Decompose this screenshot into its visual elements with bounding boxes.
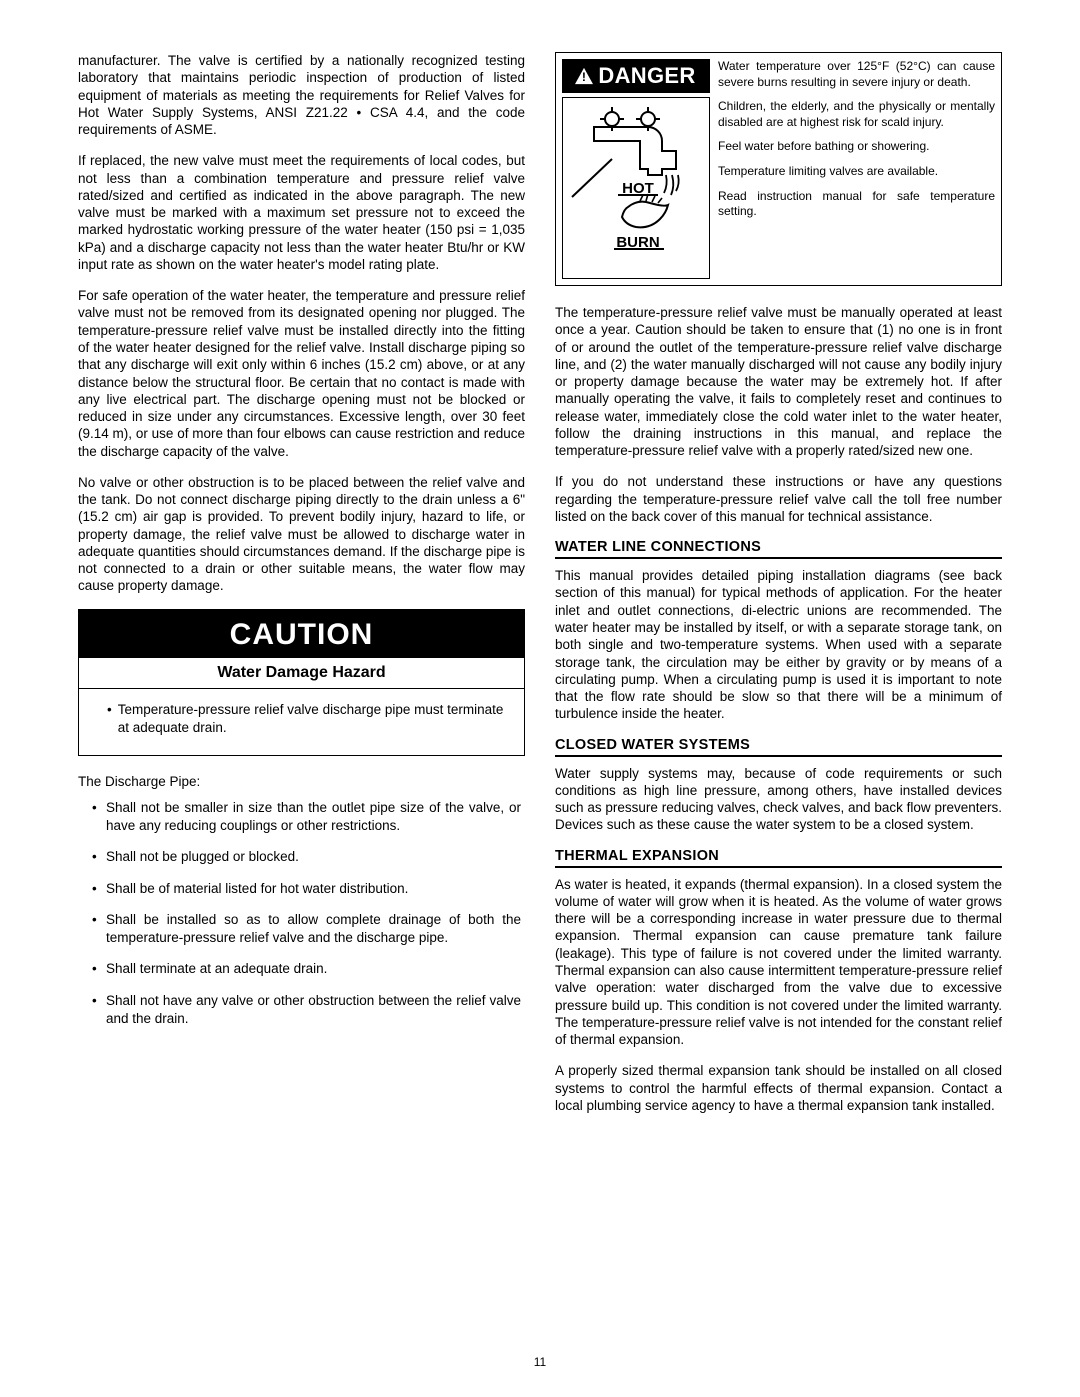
two-column-layout: manufacturer. The valve is certified by … bbox=[78, 52, 1002, 1128]
discharge-item: Shall not have any valve or other obstru… bbox=[106, 992, 521, 1027]
caution-body-text: Temperature-pressure relief valve discha… bbox=[118, 701, 506, 737]
svg-text:!: ! bbox=[582, 70, 586, 84]
heading-water-line: WATER LINE CONNECTIONS bbox=[555, 539, 1002, 559]
right-paragraph-6: A properly sized thermal expansion tank … bbox=[555, 1062, 1002, 1114]
discharge-list: Shall not be smaller in size than the ou… bbox=[78, 799, 525, 1027]
faucet-burn-icon: HOT BURN bbox=[566, 99, 706, 277]
left-paragraph-3: For safe operation of the water heater, … bbox=[78, 287, 525, 460]
danger-p2: Children, the elderly, and the physicall… bbox=[718, 99, 995, 130]
right-column: ! DANGER bbox=[555, 52, 1002, 1128]
right-paragraph-1: The temperature-pressure relief valve mu… bbox=[555, 304, 1002, 459]
discharge-item: Shall be of material listed for hot wate… bbox=[106, 880, 521, 898]
heading-closed-water: CLOSED WATER SYSTEMS bbox=[555, 737, 1002, 757]
danger-p5: Read instruction manual for safe tempera… bbox=[718, 189, 995, 220]
right-paragraph-4: Water supply systems may, because of cod… bbox=[555, 765, 1002, 834]
left-paragraph-2: If replaced, the new valve must meet the… bbox=[78, 152, 525, 273]
right-paragraph-2: If you do not understand these instructi… bbox=[555, 473, 1002, 525]
heading-thermal-expansion: THERMAL EXPANSION bbox=[555, 848, 1002, 868]
caution-body: • Temperature-pressure relief valve disc… bbox=[79, 689, 524, 755]
danger-p1: Water temperature over 125°F (52°C) can … bbox=[718, 59, 995, 90]
discharge-intro: The Discharge Pipe: bbox=[78, 774, 525, 789]
right-paragraph-5: As water is heated, it expands (thermal … bbox=[555, 876, 1002, 1049]
discharge-item: Shall terminate at an adequate drain. bbox=[106, 960, 521, 978]
page-number: 11 bbox=[0, 1355, 1080, 1369]
danger-illustration: HOT BURN bbox=[562, 97, 710, 279]
discharge-item: Shall be installed so as to allow comple… bbox=[106, 911, 521, 946]
caution-header: CAUTION bbox=[79, 610, 524, 658]
danger-p3: Feel water before bathing or showering. bbox=[718, 139, 995, 155]
right-paragraph-3: This manual provides detailed piping ins… bbox=[555, 567, 1002, 722]
danger-label: DANGER bbox=[598, 63, 695, 89]
danger-box: ! DANGER bbox=[555, 52, 1002, 286]
discharge-item: Shall not be plugged or blocked. bbox=[106, 848, 521, 866]
danger-badge: ! DANGER bbox=[562, 59, 710, 93]
left-column: manufacturer. The valve is certified by … bbox=[78, 52, 525, 1128]
warning-triangle-icon: ! bbox=[574, 67, 594, 85]
caution-box: CAUTION Water Damage Hazard • Temperatur… bbox=[78, 609, 525, 756]
left-paragraph-1: manufacturer. The valve is certified by … bbox=[78, 52, 525, 138]
left-paragraph-4: No valve or other obstruction is to be p… bbox=[78, 474, 525, 595]
danger-p4: Temperature limiting valves are availabl… bbox=[718, 164, 995, 180]
discharge-item: Shall not be smaller in size than the ou… bbox=[106, 799, 521, 834]
caution-subheader: Water Damage Hazard bbox=[79, 658, 524, 689]
danger-text: Water temperature over 125°F (52°C) can … bbox=[718, 59, 995, 279]
